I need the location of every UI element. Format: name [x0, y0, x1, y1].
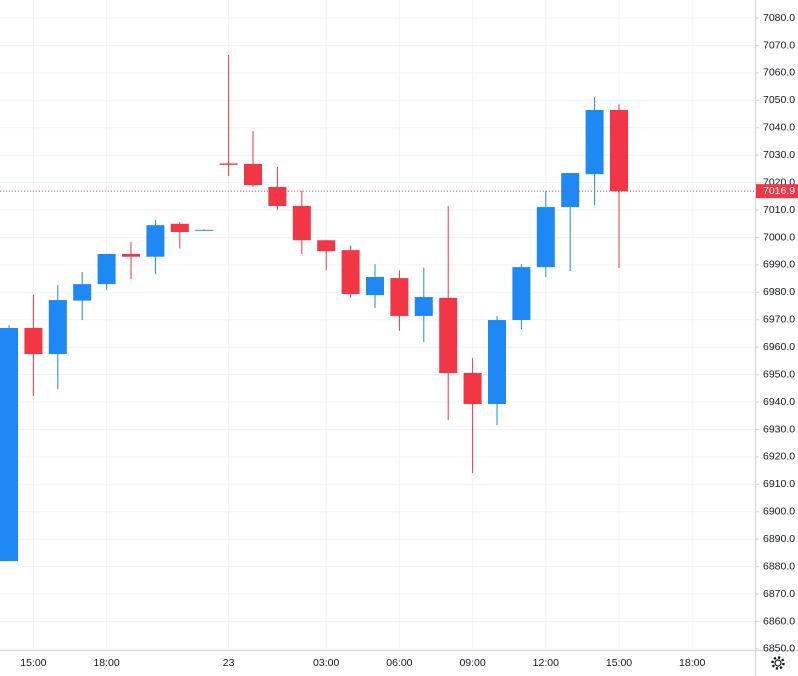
y-tick-label: 6890.0 — [763, 533, 795, 545]
candle-body — [585, 109, 604, 175]
settings-icon[interactable] — [771, 656, 785, 670]
x-tick-label: 15:00 — [20, 657, 46, 669]
candle-body — [0, 328, 18, 562]
candle-body — [512, 267, 531, 321]
y-tick-label: 6870.0 — [763, 588, 795, 600]
candle-body — [292, 205, 311, 241]
candle-body — [219, 163, 238, 165]
candle-body — [48, 300, 67, 355]
y-tick-label: 6860.0 — [763, 615, 795, 627]
candle-body — [463, 372, 482, 404]
x-tick-label: 23 — [223, 657, 235, 669]
y-tick-label: 7040.0 — [763, 122, 795, 134]
candle-body — [268, 187, 287, 206]
y-tick-label: 6850.0 — [763, 643, 795, 655]
candle-body — [122, 253, 140, 257]
x-tick-label: 06:00 — [386, 657, 412, 669]
y-tick-label: 7000.0 — [763, 231, 795, 243]
y-tick-label: 7070.0 — [763, 39, 795, 51]
last-price-label: 7016.9 — [763, 185, 795, 197]
candle-body — [610, 109, 628, 192]
x-tick-label: 18:00 — [679, 657, 705, 669]
y-tick-label: 6900.0 — [763, 506, 795, 518]
y-tick-label: 7080.0 — [763, 12, 795, 24]
y-tick-label: 6970.0 — [763, 314, 795, 326]
candle-body — [73, 284, 92, 301]
x-tick-label: 15:00 — [606, 657, 632, 669]
y-tick-label: 7030.0 — [763, 149, 795, 161]
candle-body — [536, 207, 555, 268]
candle-body — [195, 229, 214, 231]
y-tick-label: 6950.0 — [763, 368, 795, 380]
settings-icon-teeth — [771, 656, 785, 670]
x-tick-label: 09:00 — [459, 657, 485, 669]
candle-body — [317, 240, 336, 252]
x-tick-label: 03:00 — [313, 657, 339, 669]
candle-body — [146, 225, 165, 257]
y-tick-label: 7050.0 — [763, 94, 795, 106]
y-tick-label: 6990.0 — [763, 259, 795, 271]
settings-icon-center — [774, 659, 782, 667]
candle-body — [244, 164, 262, 186]
candle-body — [488, 320, 506, 404]
y-tick-label: 6930.0 — [763, 423, 795, 435]
candle-body — [366, 277, 384, 296]
overlay: 6850.0 6860.0 6870.0 6880.0 6890.0 6900.0 6910… — [20, 12, 798, 669]
y-tick-label: 7010.0 — [763, 204, 795, 216]
candle-body — [390, 278, 409, 316]
candle-body — [561, 173, 580, 208]
y-tick-label: 6920.0 — [763, 451, 795, 463]
y-tick-label: 6960.0 — [763, 341, 795, 353]
y-tick-label: 6910.0 — [763, 478, 795, 490]
candle-body — [414, 297, 433, 316]
last-price-box — [756, 184, 798, 199]
candle-body — [170, 223, 189, 233]
candle-body — [24, 328, 43, 355]
candle-body — [439, 297, 458, 373]
candle-body — [97, 253, 116, 285]
candle-body — [341, 250, 360, 295]
y-tick-label: 6880.0 — [763, 560, 795, 572]
x-tick-label: 18:00 — [93, 657, 119, 669]
y-tick-label: 7060.0 — [763, 67, 795, 79]
x-tick-label: 12:00 — [533, 657, 559, 669]
y-tick-label: 6980.0 — [763, 286, 795, 298]
y-tick-label: 6940.0 — [763, 396, 795, 408]
plot — [0, 0, 755, 650]
